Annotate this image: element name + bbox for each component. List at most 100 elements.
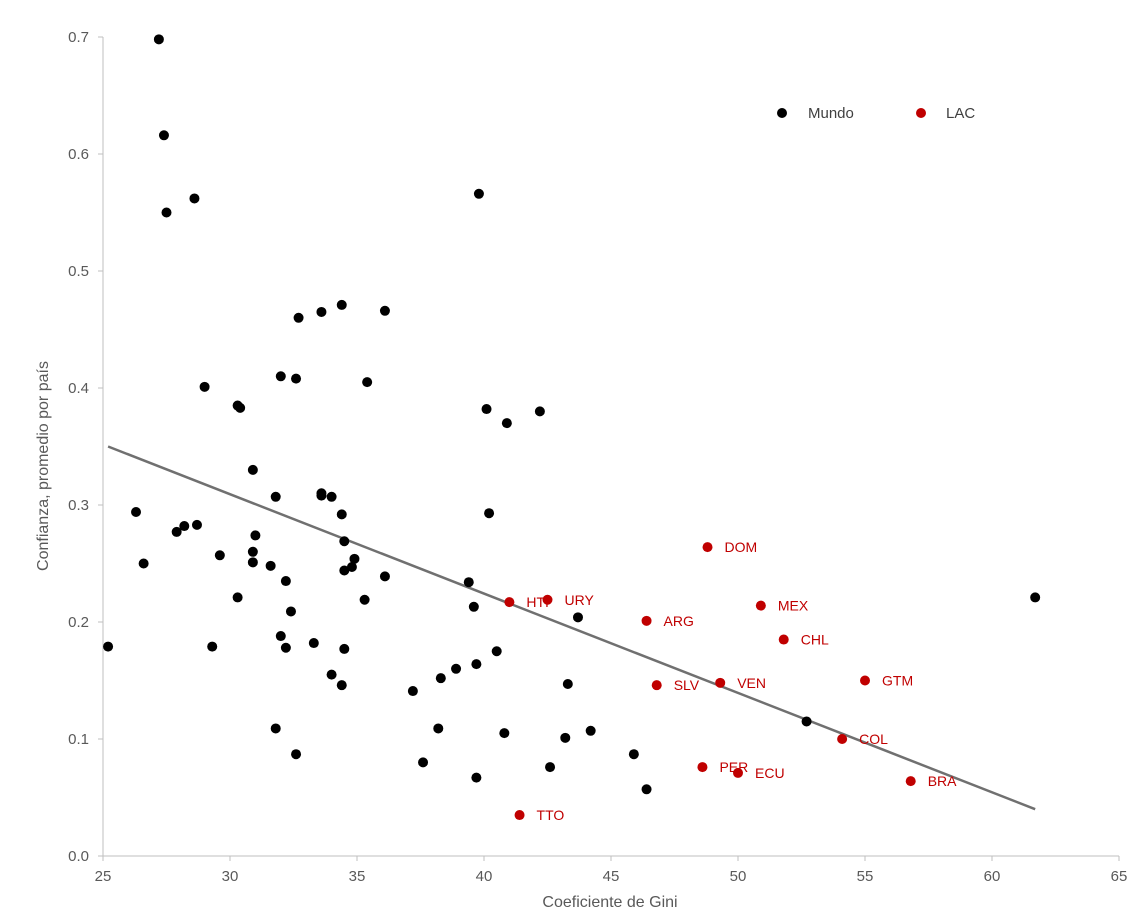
series-mundo <box>103 34 1041 795</box>
y-axis-title: Confianza, promedio por país <box>35 361 52 571</box>
data-point-mundo <box>291 749 302 760</box>
data-point-mundo <box>103 641 114 652</box>
data-point-lac <box>697 762 708 773</box>
y-tick-label: 0.6 <box>68 146 89 163</box>
data-label-bra: BRA <box>928 773 957 789</box>
y-tick-label: 0.5 <box>68 263 89 280</box>
data-point-mundo <box>131 507 142 518</box>
data-point-mundo <box>471 659 482 670</box>
data-point-mundo <box>247 546 258 557</box>
x-tick-label: 30 <box>222 868 239 885</box>
data-point-mundo <box>336 299 347 310</box>
data-point-mundo <box>562 679 573 690</box>
data-label-slv: SLV <box>674 677 700 693</box>
data-point-mundo <box>585 725 596 736</box>
data-point-mundo <box>285 606 296 617</box>
data-label-col: COL <box>859 731 888 747</box>
data-point-mundo <box>349 553 360 564</box>
data-point-mundo <box>435 673 446 684</box>
data-point-lac <box>778 634 789 645</box>
y-tick-label: 0.4 <box>68 380 89 397</box>
legend-label-mundo: Mundo <box>808 105 854 122</box>
data-point-lac <box>905 776 916 787</box>
data-label-dom: DOM <box>725 539 758 555</box>
data-point-mundo <box>481 404 492 415</box>
data-point-mundo <box>468 601 479 612</box>
data-point-mundo <box>362 377 373 388</box>
data-point-mundo <box>293 312 304 323</box>
data-point-mundo <box>280 576 291 587</box>
data-point-mundo <box>484 508 495 519</box>
data-point-lac <box>504 597 515 608</box>
x-tick-label: 55 <box>857 868 874 885</box>
data-point-mundo <box>308 638 319 649</box>
data-point-mundo <box>171 526 182 537</box>
x-tick-label: 50 <box>730 868 747 885</box>
data-point-mundo <box>433 723 444 734</box>
data-point-lac <box>542 594 553 605</box>
data-point-mundo <box>379 571 390 582</box>
data-point-mundo <box>501 418 512 429</box>
x-tick-label: 45 <box>603 868 620 885</box>
x-tick-label: 25 <box>95 868 112 885</box>
x-axis-title: Coeficiente de Gini <box>542 894 677 911</box>
data-point-lac <box>702 542 713 553</box>
x-tick-label: 40 <box>476 868 493 885</box>
data-label-gtm: GTM <box>882 673 913 689</box>
data-point-mundo <box>534 406 545 417</box>
data-point-mundo <box>463 577 474 588</box>
y-tick-label: 0.3 <box>68 497 89 514</box>
data-label-ecu: ECU <box>755 765 785 781</box>
data-point-mundo <box>280 642 291 653</box>
data-point-mundo <box>471 772 482 783</box>
data-point-mundo <box>270 723 281 734</box>
data-point-mundo <box>641 784 652 795</box>
data-point-mundo <box>247 557 258 568</box>
data-label-ury: URY <box>565 592 595 608</box>
data-point-lac <box>514 810 525 821</box>
x-tick-label: 65 <box>1111 868 1128 885</box>
data-point-mundo <box>359 594 370 605</box>
data-point-mundo <box>473 188 484 199</box>
data-point-mundo <box>275 371 286 382</box>
x-axis: 25 30 35 40 45 50 55 60 65 <box>95 855 1128 885</box>
x-tick-label: 35 <box>349 868 366 885</box>
data-point-mundo <box>199 381 210 392</box>
data-point-lac <box>641 615 652 626</box>
data-point-lac <box>733 767 743 778</box>
data-point-mundo <box>545 762 556 773</box>
data-point-mundo <box>339 536 350 547</box>
legend-label-lac: LAC <box>946 105 975 122</box>
data-point-mundo <box>138 558 149 569</box>
data-point-mundo <box>270 491 281 502</box>
data-point-mundo <box>326 491 337 502</box>
data-point-mundo <box>250 530 261 541</box>
data-point-mundo <box>336 680 347 691</box>
data-point-mundo <box>336 509 347 520</box>
data-point-lac <box>651 680 662 691</box>
data-point-mundo <box>407 686 418 697</box>
data-label-ven: VEN <box>737 675 766 691</box>
data-point-mundo <box>316 490 327 501</box>
data-point-mundo <box>491 646 502 657</box>
data-point-mundo <box>158 130 169 141</box>
data-point-mundo <box>189 193 200 204</box>
data-point-mundo <box>418 757 429 768</box>
data-point-mundo <box>572 612 583 623</box>
data-point-mundo <box>346 562 357 573</box>
data-point-mundo <box>339 565 350 576</box>
trend-line <box>107 445 1036 811</box>
y-tick-label: 0.0 <box>68 848 89 865</box>
data-point-mundo <box>214 550 225 561</box>
data-point-lac <box>755 600 766 611</box>
data-point-mundo <box>451 663 462 674</box>
data-point-mundo <box>247 464 258 475</box>
x-tick-label: 60 <box>984 868 1001 885</box>
data-point-mundo <box>207 641 218 652</box>
data-point-mundo <box>801 716 812 727</box>
data-label-tto: TTO <box>537 807 565 823</box>
data-label-arg: ARG <box>664 613 694 629</box>
data-point-mundo <box>232 592 243 603</box>
data-point-mundo <box>326 669 337 680</box>
